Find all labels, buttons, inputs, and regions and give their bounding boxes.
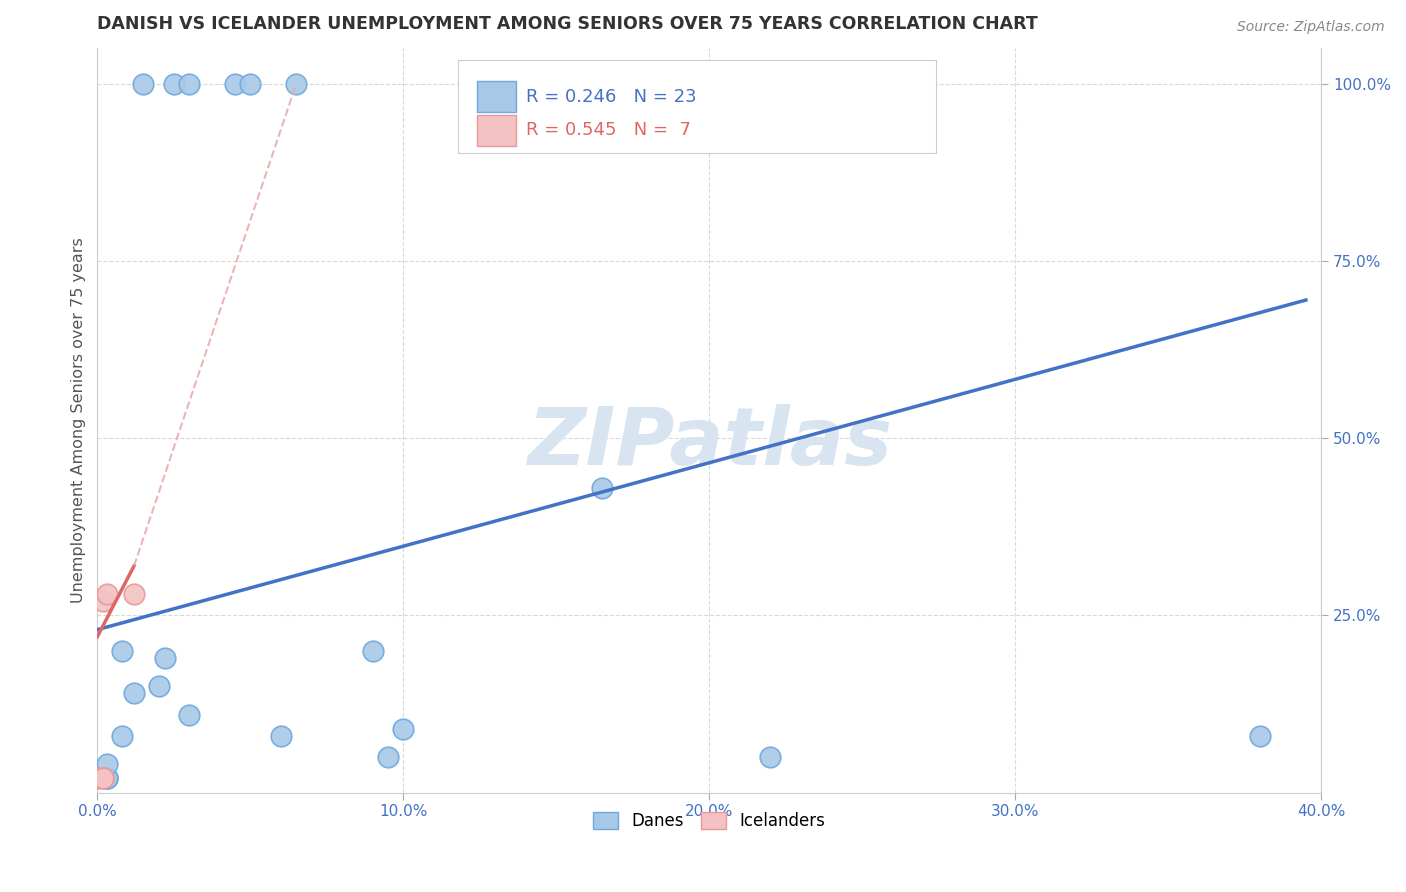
Text: R = 0.545   N =  7: R = 0.545 N = 7 [526, 121, 690, 139]
Point [122, 587, 145, 601]
Point [96, 587, 118, 601]
Text: R = 0.246   N = 23: R = 0.246 N = 23 [526, 87, 696, 106]
FancyBboxPatch shape [458, 60, 935, 153]
Point [759, 750, 782, 764]
Point [377, 750, 399, 764]
Point [93, 594, 115, 608]
Point [285, 77, 308, 91]
Point [132, 77, 155, 91]
FancyBboxPatch shape [477, 81, 516, 112]
Point [93, 772, 115, 786]
Point [96, 757, 118, 772]
Point [1249, 729, 1271, 743]
Point [224, 77, 246, 91]
Point [111, 729, 134, 743]
Text: DANISH VS ICELANDER UNEMPLOYMENT AMONG SENIORS OVER 75 YEARS CORRELATION CHART: DANISH VS ICELANDER UNEMPLOYMENT AMONG S… [97, 15, 1038, 33]
Point [179, 77, 201, 91]
Text: Source: ZipAtlas.com: Source: ZipAtlas.com [1237, 20, 1385, 34]
Point [270, 729, 292, 743]
Point [86, 772, 108, 786]
Point [361, 644, 384, 658]
Point [111, 644, 134, 658]
Point [179, 707, 201, 722]
Text: ZIPatlas: ZIPatlas [527, 404, 891, 482]
Point [163, 77, 186, 91]
Point [392, 722, 415, 736]
Point [96, 772, 118, 786]
Point [239, 77, 262, 91]
Point [148, 679, 170, 693]
Y-axis label: Unemployment Among Seniors over 75 years: Unemployment Among Seniors over 75 years [72, 237, 86, 603]
Point [591, 481, 613, 495]
Point [96, 772, 118, 786]
Point [93, 772, 115, 786]
Point [122, 686, 145, 700]
FancyBboxPatch shape [477, 115, 516, 146]
Point [96, 772, 118, 786]
Point [86, 772, 108, 786]
Point [153, 651, 176, 665]
Legend: Danes, Icelanders: Danes, Icelanders [586, 805, 832, 837]
